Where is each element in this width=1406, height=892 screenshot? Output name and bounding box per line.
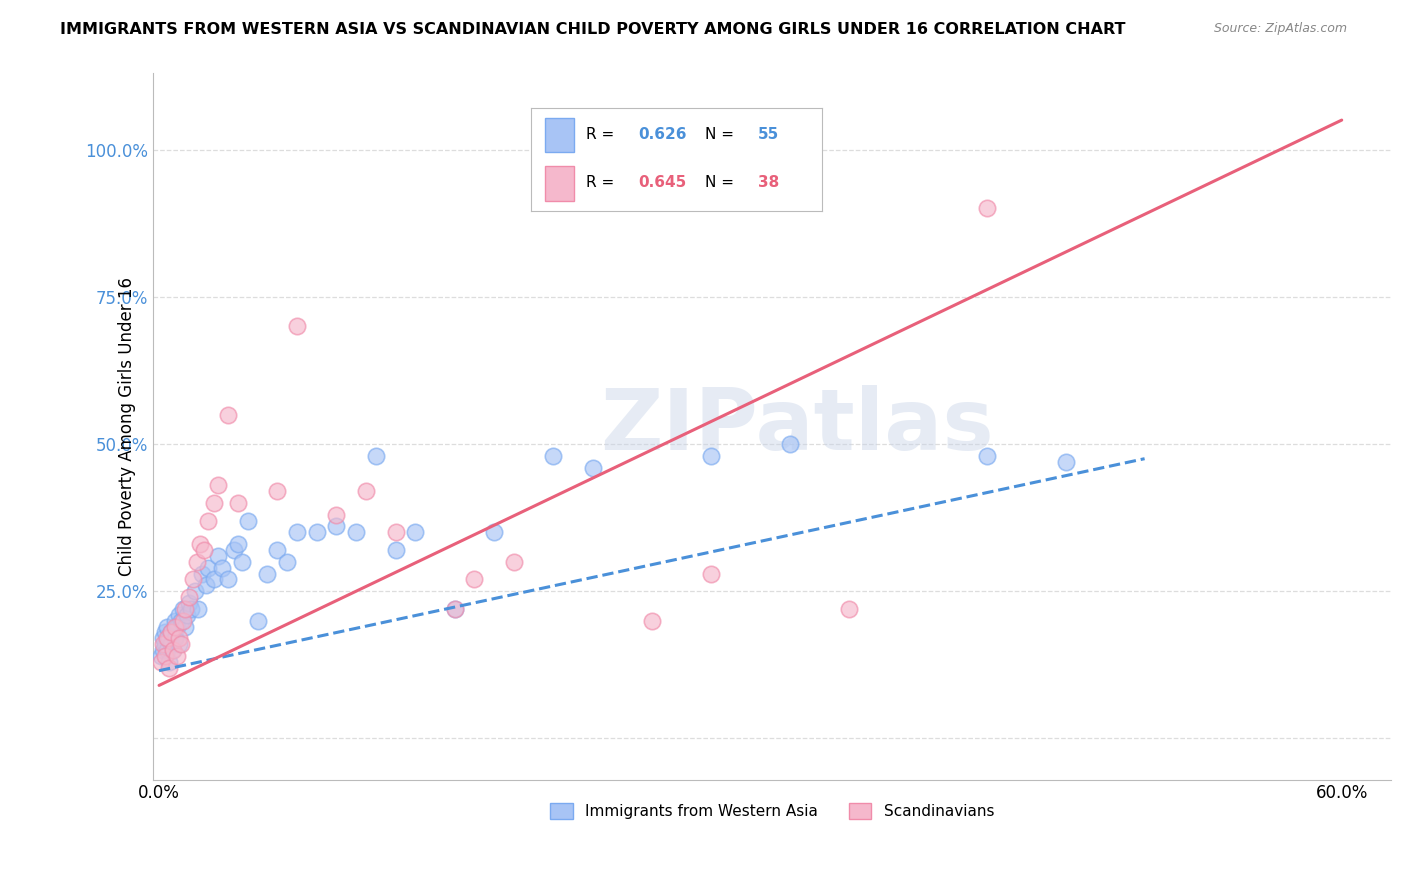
Point — [180, 602, 202, 616]
Point — [156, 643, 179, 657]
Point — [150, 655, 173, 669]
Point — [222, 543, 245, 558]
Point — [163, 619, 186, 633]
Text: IMMIGRANTS FROM WESTERN ASIA VS SCANDINAVIAN CHILD POVERTY AMONG GIRLS UNDER 16 : IMMIGRANTS FROM WESTERN ASIA VS SCANDINA… — [60, 22, 1126, 37]
Point — [266, 543, 288, 558]
Point — [187, 602, 209, 616]
Point — [193, 543, 215, 558]
Point — [266, 484, 288, 499]
Point — [976, 449, 998, 463]
Y-axis label: Child Poverty Among Girls Under 16: Child Poverty Among Girls Under 16 — [118, 277, 136, 576]
Point — [217, 408, 239, 422]
Point — [173, 602, 195, 616]
Point — [157, 661, 180, 675]
Point — [482, 525, 505, 540]
Point — [202, 573, 225, 587]
Point — [384, 543, 406, 558]
Point — [443, 602, 465, 616]
Point — [325, 519, 347, 533]
Point — [572, 148, 595, 162]
Point — [166, 648, 188, 663]
Point — [195, 578, 218, 592]
Point — [153, 625, 176, 640]
Point — [976, 202, 998, 216]
Point — [1054, 455, 1077, 469]
Point — [502, 555, 524, 569]
Point — [176, 607, 198, 622]
Point — [325, 508, 347, 522]
Point — [156, 632, 179, 646]
Point — [181, 573, 204, 587]
Point — [641, 614, 664, 628]
Point — [285, 525, 308, 540]
Point — [384, 525, 406, 540]
Point — [207, 478, 229, 492]
Legend: Immigrants from Western Asia, Scandinavians: Immigrants from Western Asia, Scandinavi… — [544, 797, 1000, 825]
Point — [197, 560, 219, 574]
Point — [285, 319, 308, 334]
Point — [463, 573, 485, 587]
Point — [562, 154, 585, 169]
Point — [364, 449, 387, 463]
Point — [246, 614, 269, 628]
Point — [543, 449, 565, 463]
Point — [207, 549, 229, 563]
Point — [173, 619, 195, 633]
Point — [305, 525, 328, 540]
Point — [183, 584, 205, 599]
Point — [163, 632, 186, 646]
Point — [177, 596, 200, 610]
Point — [162, 643, 184, 657]
Point — [163, 614, 186, 628]
Point — [186, 555, 208, 569]
Point — [152, 643, 174, 657]
Point — [177, 590, 200, 604]
Point — [256, 566, 278, 581]
Point — [211, 560, 233, 574]
Point — [152, 632, 174, 646]
Point — [152, 637, 174, 651]
Point — [404, 525, 426, 540]
Point — [157, 632, 180, 646]
Point — [170, 637, 193, 651]
Point — [838, 602, 860, 616]
Point — [217, 573, 239, 587]
Point — [226, 496, 249, 510]
Point — [191, 566, 214, 581]
Point — [190, 537, 212, 551]
Point — [582, 460, 605, 475]
Point — [172, 602, 194, 616]
Text: Source: ZipAtlas.com: Source: ZipAtlas.com — [1213, 22, 1347, 36]
Point — [160, 625, 183, 640]
Point — [162, 643, 184, 657]
Point — [197, 514, 219, 528]
Point — [779, 437, 801, 451]
Point — [167, 632, 190, 646]
Point — [226, 537, 249, 551]
Point — [167, 607, 190, 622]
Point — [170, 614, 193, 628]
Point — [700, 566, 723, 581]
Point — [157, 655, 180, 669]
Point — [344, 525, 367, 540]
Point — [166, 619, 188, 633]
Point — [156, 619, 179, 633]
Point — [443, 602, 465, 616]
Point — [231, 555, 253, 569]
Point — [153, 648, 176, 663]
Point — [236, 514, 259, 528]
Point — [276, 555, 298, 569]
Point — [700, 449, 723, 463]
Point — [202, 496, 225, 510]
Point — [354, 484, 377, 499]
Point — [160, 625, 183, 640]
Point — [543, 160, 565, 174]
Point — [160, 637, 183, 651]
Point — [150, 648, 173, 663]
Point — [172, 614, 194, 628]
Text: ZIPatlas: ZIPatlas — [600, 384, 994, 467]
Point — [153, 637, 176, 651]
Point — [167, 637, 190, 651]
